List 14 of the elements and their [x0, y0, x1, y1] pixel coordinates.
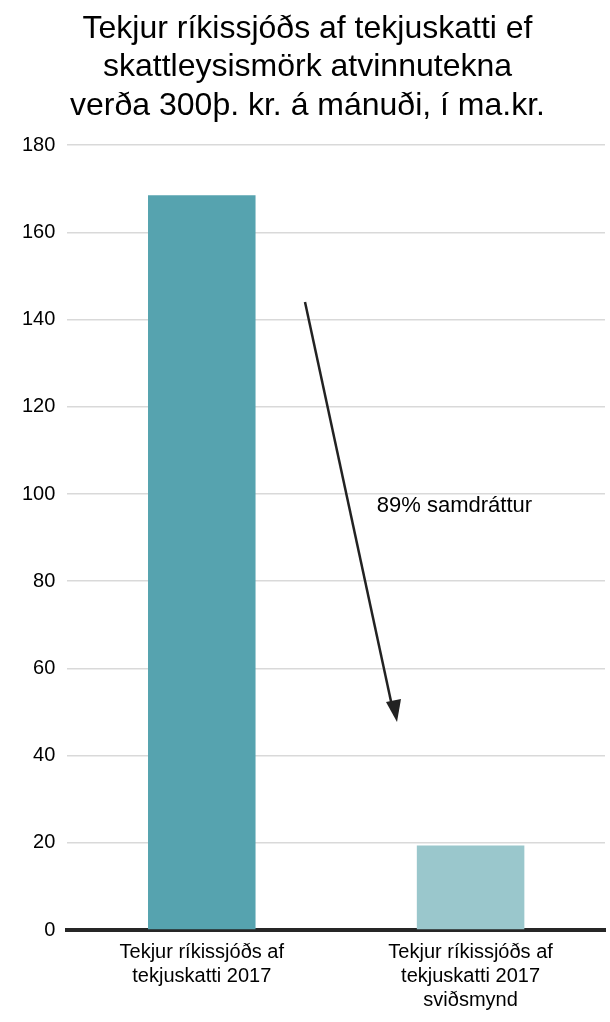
chart-title: Tekjur ríkissjóðs af tekjuskatti ef skattleysismörk atvinnutekna verða 300þ. kr. á mánuði, í ma.kr. [70, 9, 545, 122]
y-tick-label: 0 [44, 917, 56, 940]
y-tick-label: 180 [21, 132, 56, 155]
y-tick-label: 80 [33, 568, 56, 591]
x-tick-label: Tekjur ríkissjóðs af tekjuskatti 2017 [119, 939, 285, 986]
y-tick-label: 60 [33, 655, 56, 678]
y-tick-label: 140 [21, 307, 56, 330]
y-tick-label: 20 [33, 830, 56, 853]
y-tick-label: 100 [21, 481, 56, 504]
x-tick-label: Tekjur ríkissjóðs af tekjuskatti 2017 sviðsmynd [388, 939, 554, 1010]
y-tick-label: 40 [33, 743, 56, 766]
annotation: 89% samdráttur [376, 492, 533, 518]
y-tick-label: 120 [21, 394, 56, 417]
y-tick-label: 160 [21, 219, 56, 242]
